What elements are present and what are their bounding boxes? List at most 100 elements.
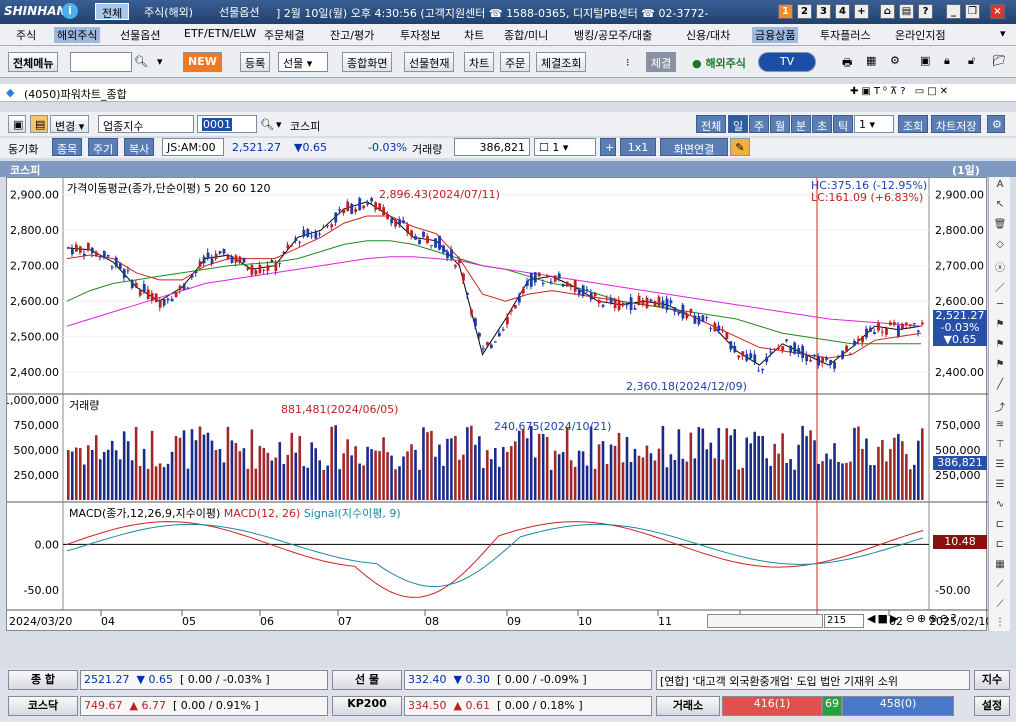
screen-icon2[interactable]: ▤ <box>30 115 48 133</box>
line-icon[interactable]: ／ <box>995 283 1005 294</box>
gear-icon[interactable]: ⚙ <box>890 54 900 67</box>
more-tools-icon[interactable]: ⋮ <box>995 617 1005 628</box>
scroll-buttons[interactable]: ◀■▶ ⊖⊕⊕⊖? <box>867 612 959 625</box>
chart-button[interactable]: 차트 <box>464 52 495 72</box>
tee-icon[interactable]: ⊤ <box>995 439 1005 450</box>
sync-period-button[interactable]: 주기 <box>88 138 119 156</box>
eraser-icon[interactable]: ◇ <box>996 239 1004 250</box>
fan2-icon[interactable]: ⟋ <box>996 599 1004 610</box>
overseas-stock-link[interactable]: ● 해외주식 <box>692 57 746 70</box>
scroll-track[interactable] <box>707 614 823 628</box>
close-icon[interactable]: × <box>990 4 1005 19</box>
add-screen-button[interactable]: + <box>854 4 869 19</box>
screen-2-button[interactable]: 2 <box>797 4 812 19</box>
fib2-icon[interactable]: ☰ <box>995 479 1005 490</box>
menu-online[interactable]: 온라인지점 <box>895 29 946 42</box>
hline-icon[interactable]: ─ <box>996 299 1004 310</box>
bracket2-icon[interactable]: ⊏ <box>995 539 1005 550</box>
layout-icon[interactable]: ▣ <box>8 115 26 133</box>
menu-chart[interactable]: 차트 <box>464 29 485 42</box>
minimize-icon[interactable]: _ <box>946 4 961 19</box>
dropdown-icon[interactable]: ▾ <box>157 55 163 68</box>
index-type-select[interactable]: 업종지수 <box>98 115 194 133</box>
settings-gear-icon[interactable]: ⚙ <box>987 115 1005 133</box>
futures-select[interactable]: 선물 ▾ <box>278 52 328 72</box>
news-ticker[interactable]: [연합] '대고객 외국환중개업' 도입 법안 기재위 소위 <box>656 670 970 690</box>
order-button[interactable]: 주문 <box>500 52 531 72</box>
print-icon[interactable]: ▤ <box>899 4 914 19</box>
more-icon[interactable]: ⁝ <box>626 56 630 69</box>
tab-stock-overseas[interactable]: 주식(해외) <box>144 6 194 19</box>
overview-button[interactable]: 종합화면 <box>342 52 393 72</box>
futures-current-button[interactable]: 선물현재 <box>404 52 455 72</box>
trash-icon[interactable]: 🗑︎ <box>993 219 1007 230</box>
menu-balance[interactable]: 잔고/평가 <box>330 29 375 42</box>
menu-overseas[interactable]: 해외주식 <box>54 27 101 43</box>
tab-futures[interactable]: 선물옵션 <box>219 6 260 19</box>
contract-button[interactable]: 체결 <box>646 52 677 72</box>
menu-more-icon[interactable]: ▾ <box>1000 27 1006 40</box>
period-tick[interactable]: 틱 <box>833 115 854 133</box>
code-input[interactable]: 0001 <box>197 115 257 133</box>
menu-etf[interactable]: ETF/ETN/ELW <box>184 27 257 40</box>
search-icon[interactable]: 🔍︎ <box>134 55 148 68</box>
help-icon[interactable]: ? <box>918 4 933 19</box>
scroll-count[interactable]: 215 <box>824 614 864 628</box>
menu-invest-plus[interactable]: 투자플러스 <box>820 29 871 42</box>
screen-3-button[interactable]: 3 <box>816 4 831 19</box>
period-month[interactable]: 월 <box>770 115 791 133</box>
home-icon[interactable]: ⌂ <box>880 4 895 19</box>
menu-invest-info[interactable]: 투자정보 <box>400 29 441 42</box>
chart-svg[interactable]: 2,900.00 2,900.00 2,800.00 2,800.00 2,700.00… <box>3 178 992 632</box>
all-menu-button[interactable]: 전체메뉴 <box>8 52 59 72</box>
settings-button[interactable]: 설정 <box>974 696 1010 716</box>
menu-stock[interactable]: 주식 <box>16 29 37 42</box>
save-chart-button[interactable]: 차트저장 <box>931 115 982 133</box>
wave-icon[interactable]: ∿ <box>995 499 1005 510</box>
sync-stock-button[interactable]: 종목 <box>52 138 83 156</box>
chart-area[interactable]: 2,900.00 2,900.00 2,800.00 2,800.00 2,700.00… <box>3 177 992 632</box>
tag2-icon[interactable]: ⚑ <box>995 339 1005 350</box>
pen-icon[interactable]: ✎ <box>730 138 750 156</box>
lock-icon[interactable]: 🔒︎ <box>944 54 950 67</box>
tv-button[interactable]: TV <box>758 52 816 72</box>
zigzag-icon[interactable]: ≋ <box>995 419 1005 430</box>
copy-button[interactable]: 복사 <box>124 138 155 156</box>
fib-icon[interactable]: ☰ <box>995 459 1005 470</box>
period-min[interactable]: 분 <box>791 115 812 133</box>
period-count-input[interactable]: 1 ▾ <box>854 115 894 133</box>
menu-mini[interactable]: 종합/미니 <box>504 29 549 42</box>
delete-all-icon[interactable]: ⓧ <box>995 263 1005 274</box>
change-select[interactable]: 변경 ▾ <box>50 115 90 133</box>
tag-icon[interactable]: ⚑ <box>995 319 1005 330</box>
folder-icon[interactable]: 📁︎ <box>992 54 1006 67</box>
period-sec[interactable]: 초 <box>812 115 833 133</box>
screen-1-button[interactable]: 1 <box>778 4 793 19</box>
lock2-icon[interactable]: 🔓︎ <box>968 54 976 67</box>
screen-icon[interactable]: ▣ <box>920 54 931 67</box>
menu-banking[interactable]: 뱅킹/공모주/대출 <box>574 29 653 42</box>
index-button[interactable]: 지수 <box>974 670 1010 690</box>
menu-credit[interactable]: 신용/대차 <box>686 29 731 42</box>
screen-link-button[interactable]: 화면연결 <box>660 138 728 156</box>
diag-icon[interactable]: ╱ <box>996 379 1004 390</box>
period-all[interactable]: 전체 <box>696 115 727 133</box>
window-controls[interactable]: ✚▣T⁰⊼? ▭□✕ <box>850 86 952 97</box>
new-button[interactable]: NEW <box>183 52 222 72</box>
tool-a-icon[interactable]: A <box>996 179 1004 190</box>
fill-inquiry-button[interactable]: 체결조회 <box>536 52 587 72</box>
menu-fin-products[interactable]: 금융상품 <box>752 27 799 43</box>
menu-order[interactable]: 주문체결 <box>264 29 305 42</box>
period-day[interactable]: 일 <box>728 115 749 133</box>
add-chart-button[interactable]: + <box>600 138 616 156</box>
period-week[interactable]: 주 <box>749 115 770 133</box>
register-button[interactable]: 등록 <box>240 52 271 72</box>
tag3-icon[interactable]: ⚑ <box>995 359 1005 370</box>
bracket-icon[interactable]: ⊏ <box>995 519 1005 530</box>
cursor-icon[interactable]: ↖ <box>995 199 1005 210</box>
menu-search-input[interactable] <box>70 52 132 72</box>
print-tool-icon[interactable]: 🖶︎ <box>842 56 853 69</box>
code-search-icon[interactable]: 🔍︎ <box>260 118 274 131</box>
restore-icon[interactable]: ❐ <box>965 4 980 19</box>
menu-futures[interactable]: 선물옵션 <box>120 29 161 42</box>
